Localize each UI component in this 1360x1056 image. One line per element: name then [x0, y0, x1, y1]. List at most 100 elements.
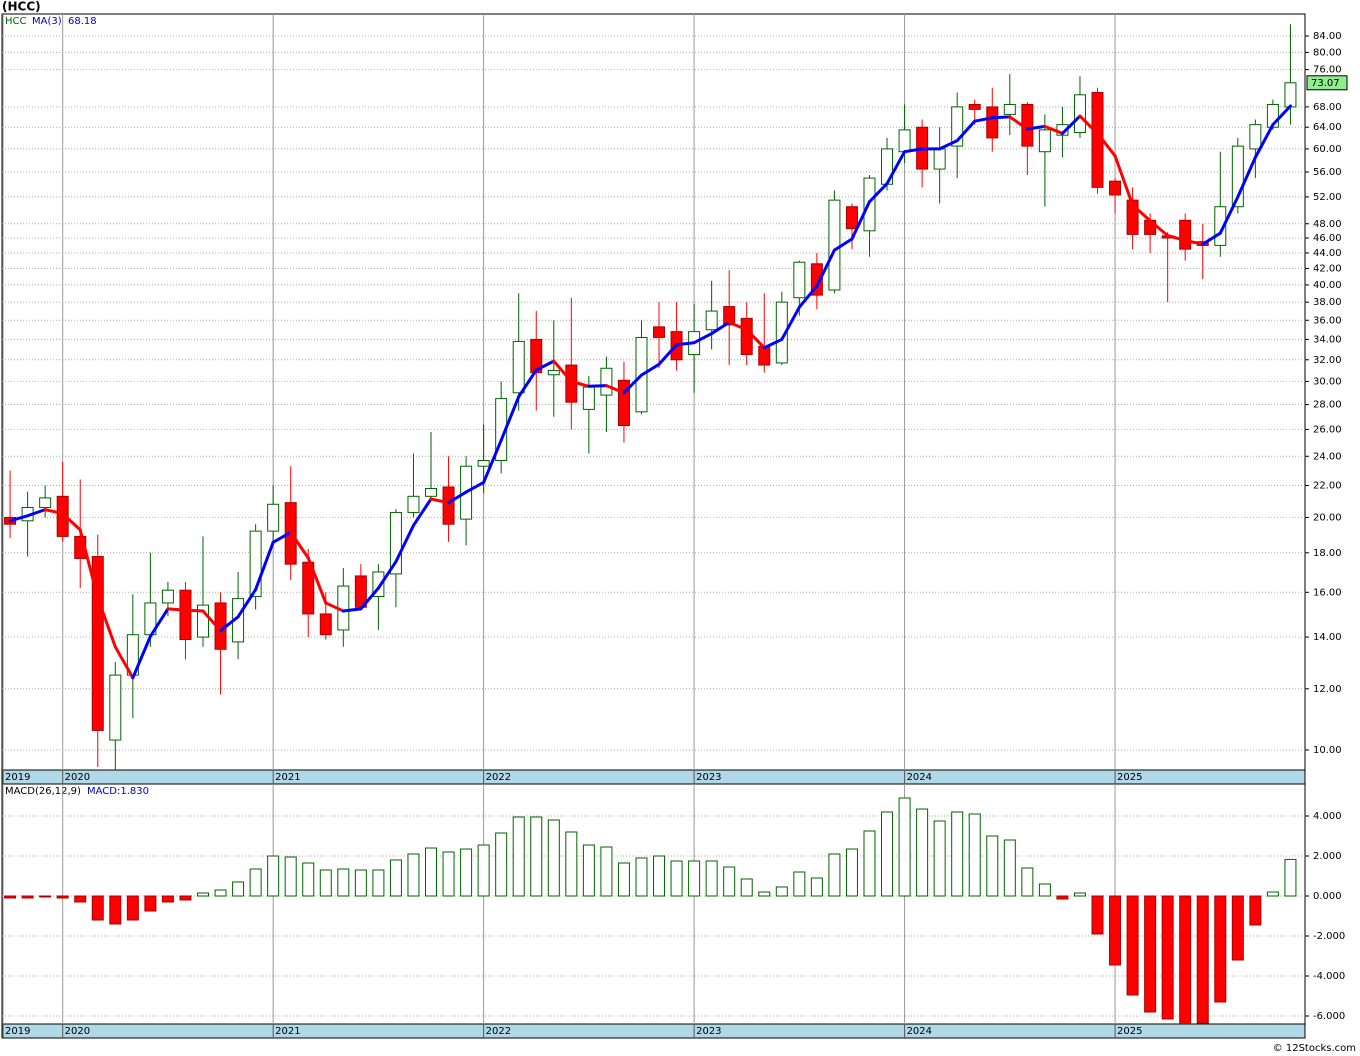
- macd-bar: [179, 895, 192, 901]
- y-tick-label: 80.00: [1313, 47, 1342, 58]
- y-tick-label: 44.00: [1313, 248, 1342, 259]
- macd-bar: [1091, 895, 1104, 935]
- macd-bar: [600, 846, 613, 897]
- x-tick-label: 2025: [1117, 1026, 1142, 1037]
- ma-segment: [113, 645, 135, 680]
- ma-segment: [692, 332, 714, 345]
- macd-bar: [828, 853, 841, 897]
- candle-body: [1109, 180, 1122, 196]
- macd-bar: [477, 844, 490, 897]
- y-tick-label: 40.00: [1313, 280, 1342, 291]
- candle-body: [1214, 206, 1227, 246]
- candle-body: [389, 511, 402, 575]
- y-tick-label: 56.00: [1313, 167, 1342, 178]
- ma-segment: [1113, 154, 1135, 207]
- macd-bar: [39, 895, 52, 898]
- ma-segment: [236, 588, 258, 619]
- candle-body: [810, 263, 823, 296]
- ma-segment: [43, 508, 65, 516]
- y-tick-label: 16.00: [1313, 587, 1342, 598]
- candle-body: [898, 129, 911, 153]
- macd-bar: [898, 797, 911, 897]
- macd-bar: [74, 895, 87, 903]
- ma-segment: [1183, 238, 1205, 246]
- ma-segment: [534, 359, 556, 372]
- y-tick-label: 76.00: [1313, 65, 1342, 76]
- x-tick-label: 2019: [5, 1026, 30, 1037]
- macd-bar: [1109, 895, 1122, 966]
- macd-bar: [688, 860, 701, 897]
- footer: © 12Stocks.com: [1273, 1043, 1356, 1054]
- x-tick-label: 2020: [65, 772, 90, 783]
- candle-body: [442, 486, 455, 525]
- macd-bar: [267, 855, 280, 897]
- candle-body: [828, 199, 841, 291]
- ma-segment: [482, 438, 503, 484]
- candle-body: [1249, 124, 1262, 150]
- legend-ma-value: 68.18: [68, 16, 97, 27]
- candle-body: [723, 306, 736, 326]
- macd-bar: [775, 886, 788, 897]
- ma-segment: [780, 305, 801, 341]
- ma-segment: [1271, 104, 1292, 127]
- macd-bar: [319, 869, 332, 897]
- y-tick-label: 46.00: [1313, 233, 1342, 244]
- macd-bar: [810, 877, 823, 897]
- y-tick-label: 60.00: [1313, 144, 1342, 155]
- ma-segment: [148, 607, 170, 638]
- macd-bar: [986, 835, 999, 897]
- ma-segment: [289, 530, 310, 560]
- macd-bar: [758, 891, 771, 897]
- date-strip: [1, 769, 1306, 785]
- candle-body: [582, 386, 595, 410]
- x-tick-label: 2020: [65, 1026, 90, 1037]
- y-tick-label: 18.00: [1313, 548, 1342, 559]
- macd-bar: [126, 895, 139, 921]
- candle-body: [56, 495, 69, 537]
- y-tick-label: 36.00: [1313, 315, 1342, 326]
- candle-body: [179, 589, 192, 640]
- candle-body: [425, 488, 438, 497]
- ma-segment: [499, 395, 521, 442]
- macd-bar: [1003, 839, 1016, 897]
- macd-bar: [863, 830, 876, 897]
- x-tick-label: 2023: [696, 1026, 721, 1037]
- ma-segment: [78, 528, 100, 600]
- ma-segment: [26, 508, 47, 518]
- candle-body: [933, 148, 946, 170]
- candle-body: [302, 561, 315, 615]
- ma-segment: [552, 359, 573, 383]
- macd-bar: [389, 859, 402, 897]
- macd-bar: [547, 819, 560, 897]
- candle-body: [1231, 145, 1244, 208]
- y-tick-label: -6.000: [1313, 1011, 1345, 1022]
- candle-body: [161, 589, 174, 604]
- ma-segment: [376, 560, 398, 590]
- x-tick-label: 2022: [486, 772, 511, 783]
- ma-segment: [973, 116, 994, 123]
- macd-bar: [705, 860, 718, 897]
- candle-body: [986, 106, 999, 139]
- macd-bar: [881, 811, 894, 897]
- x-tick-label: 2024: [907, 1026, 932, 1037]
- ma-segment: [622, 373, 643, 395]
- macd-bar: [670, 860, 683, 897]
- ma-segment: [657, 343, 679, 366]
- ma-segment: [727, 320, 749, 332]
- ma-segment: [429, 497, 451, 505]
- macd-bar: [582, 844, 595, 897]
- macd-bar: [460, 848, 473, 897]
- ma-segment: [219, 615, 240, 633]
- macd-bar: [635, 857, 648, 897]
- ma-segment: [867, 182, 889, 204]
- candle-body: [547, 369, 560, 376]
- legend-ma: MA(3): [32, 16, 62, 27]
- ma-segment: [815, 248, 836, 288]
- y-tick-label: 38.00: [1313, 297, 1342, 308]
- ma-segment: [8, 514, 30, 523]
- macd-bar: [56, 895, 69, 899]
- candle-body: [845, 206, 858, 230]
- ma-segment: [341, 607, 363, 613]
- ma-segment: [639, 362, 661, 377]
